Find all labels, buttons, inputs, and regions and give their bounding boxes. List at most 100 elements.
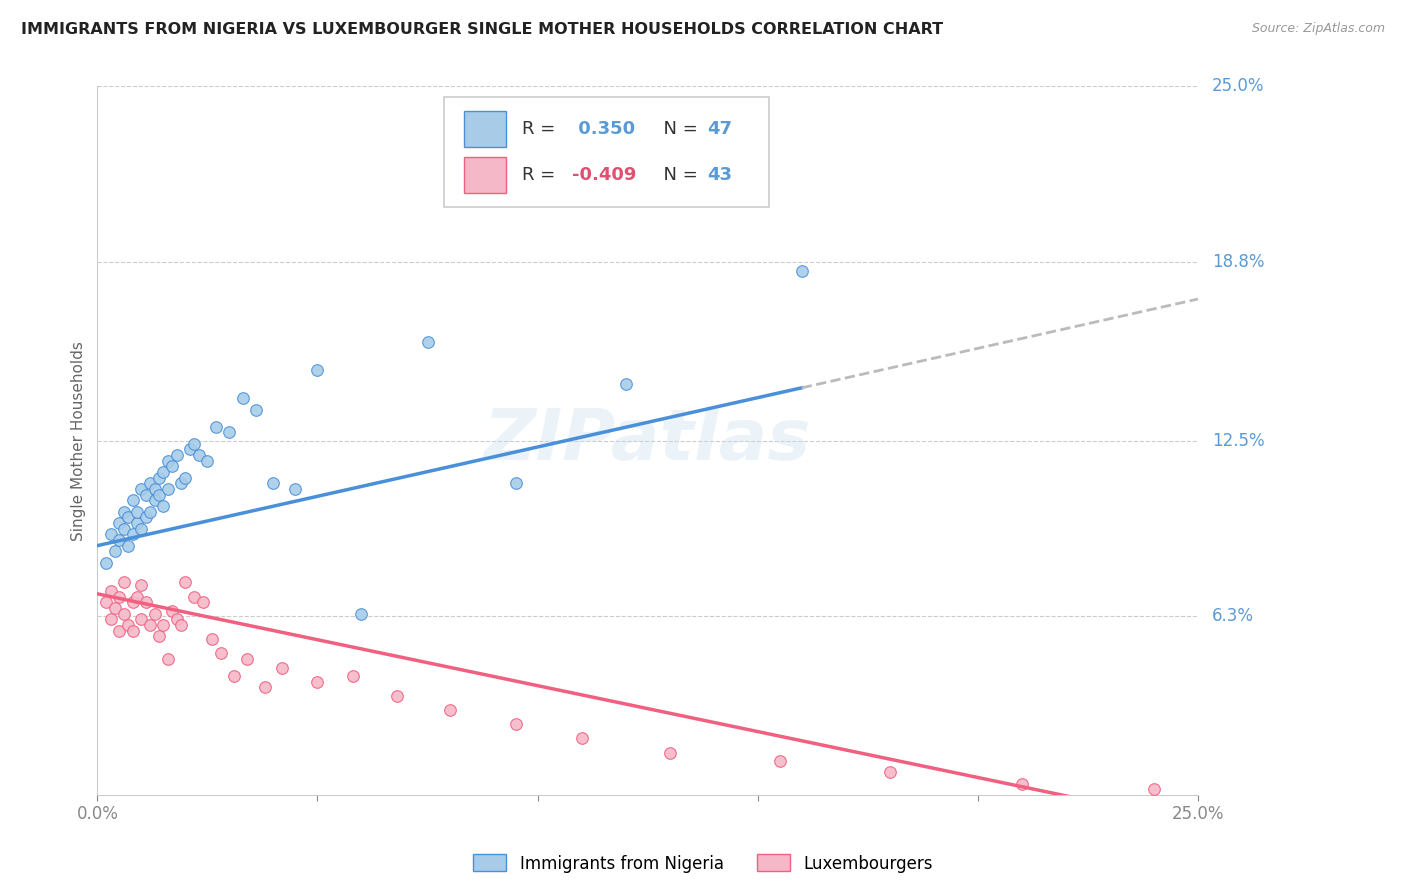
Point (125, 590, 148, 604)
Point (121, 493, 143, 508)
Point (222, 669, 245, 683)
Point (139, 505, 162, 519)
Point (135, 510, 157, 524)
Point (232, 391, 254, 405)
Point (262, 476, 284, 491)
Point (156, 652, 179, 666)
Text: N =: N = (652, 166, 703, 184)
Point (100, 612, 122, 626)
Text: Source: ZipAtlas.com: Source: ZipAtlas.com (1251, 22, 1385, 36)
Point (117, 510, 139, 524)
Point (156, 482, 179, 496)
Point (174, 470, 197, 484)
Point (131, 522, 153, 536)
Point (342, 669, 364, 683)
Point (112, 607, 135, 621)
Point (108, 624, 131, 638)
Point (148, 629, 170, 643)
Point (117, 539, 139, 553)
Point (143, 482, 166, 496)
Point (218, 425, 240, 440)
Point (614, 377, 637, 392)
Point (505, 717, 527, 731)
Point (135, 595, 157, 609)
Text: R =: R = (522, 166, 561, 184)
FancyBboxPatch shape (464, 157, 506, 194)
Text: -0.409: -0.409 (572, 166, 636, 184)
Text: 0.350: 0.350 (572, 120, 636, 138)
Y-axis label: Single Mother Households: Single Mother Households (72, 341, 86, 541)
Point (416, 334, 439, 349)
Point (117, 618, 139, 632)
Point (245, 402, 267, 417)
Point (104, 544, 127, 558)
Text: 12.5%: 12.5% (1212, 432, 1264, 450)
Point (135, 487, 157, 501)
Text: 47: 47 (707, 120, 733, 138)
Point (197, 453, 219, 467)
Point (104, 601, 127, 615)
Point (143, 607, 166, 621)
Point (160, 459, 183, 474)
Point (160, 604, 183, 618)
Text: 6.3%: 6.3% (1212, 607, 1254, 625)
Point (790, 263, 813, 277)
Point (139, 618, 162, 632)
Point (769, 754, 792, 768)
Point (96, 595, 118, 609)
Point (108, 533, 131, 547)
Point (152, 499, 174, 513)
Text: 25.0%: 25.0% (1212, 78, 1264, 95)
Point (152, 465, 174, 479)
Point (112, 575, 135, 590)
Point (166, 612, 188, 626)
Point (174, 575, 197, 590)
Point (307, 674, 329, 689)
Point (307, 363, 329, 377)
FancyBboxPatch shape (444, 97, 769, 207)
Point (148, 470, 170, 484)
Point (112, 505, 135, 519)
Point (183, 590, 205, 604)
Text: 43: 43 (707, 166, 733, 184)
Point (131, 482, 153, 496)
Point (879, 765, 901, 780)
Text: R =: R = (522, 120, 561, 138)
Point (96, 556, 118, 570)
Point (125, 516, 148, 530)
Point (100, 584, 122, 599)
Point (131, 578, 153, 592)
Point (209, 646, 232, 660)
Point (179, 442, 201, 457)
Point (100, 527, 122, 541)
Point (121, 595, 143, 609)
Point (439, 703, 461, 717)
Point (658, 746, 681, 760)
Point (125, 505, 148, 519)
Point (112, 522, 135, 536)
Point (121, 527, 143, 541)
Point (205, 419, 228, 434)
Point (385, 689, 408, 703)
Point (170, 476, 193, 491)
Point (121, 624, 143, 638)
Text: ZIPatlas: ZIPatlas (484, 406, 811, 475)
Point (143, 493, 166, 508)
Point (170, 618, 193, 632)
Text: IMMIGRANTS FROM NIGERIA VS LUXEMBOURGER SINGLE MOTHER HOUSEHOLDS CORRELATION CHA: IMMIGRANTS FROM NIGERIA VS LUXEMBOURGER … (21, 22, 943, 37)
Text: N =: N = (652, 120, 703, 138)
Point (108, 590, 131, 604)
Point (236, 652, 259, 666)
Text: 18.8%: 18.8% (1212, 253, 1264, 271)
Point (505, 476, 527, 491)
Point (191, 595, 214, 609)
Point (253, 681, 276, 695)
Point (152, 618, 174, 632)
Point (201, 632, 224, 647)
Point (108, 516, 131, 530)
Point (1143, 782, 1166, 797)
Point (148, 487, 170, 501)
Point (187, 448, 209, 462)
Point (156, 453, 179, 467)
FancyBboxPatch shape (464, 111, 506, 147)
